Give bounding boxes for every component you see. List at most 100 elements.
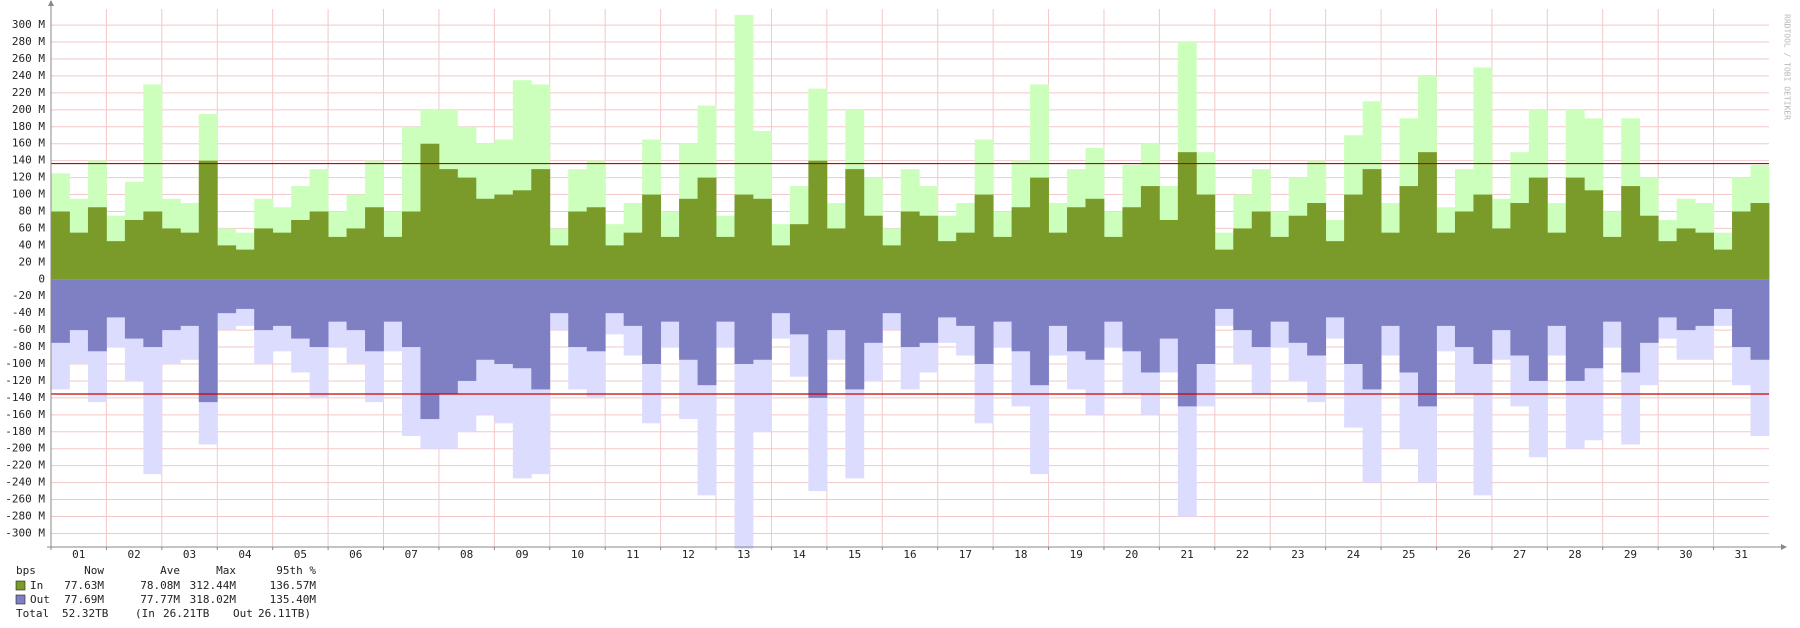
bar <box>1491 279 1511 331</box>
bar <box>993 279 1013 322</box>
y-tick-label: 220 M <box>12 86 45 99</box>
bar <box>512 190 532 280</box>
bar <box>956 232 976 280</box>
bar <box>1565 279 1585 381</box>
y-tick-label: -100 M <box>5 357 45 370</box>
y-tick-label: 180 M <box>12 120 45 133</box>
bar <box>1196 279 1216 364</box>
bar <box>1639 279 1659 343</box>
y-tick-label: 200 M <box>12 103 45 116</box>
bar <box>1381 279 1400 326</box>
bar <box>1177 279 1197 407</box>
legend-header: bps <box>16 564 36 577</box>
bar <box>623 232 643 280</box>
x-tick-label: 30 <box>1679 548 1692 561</box>
legend-swatch <box>15 594 26 605</box>
bar <box>679 198 698 280</box>
x-tick-label: 28 <box>1568 548 1581 561</box>
bar <box>660 236 680 280</box>
bar <box>1325 241 1345 280</box>
bar <box>383 279 403 322</box>
x-tick-label: 04 <box>238 548 252 561</box>
bar <box>937 279 957 318</box>
bar <box>1565 177 1585 280</box>
y-tick-label: 280 M <box>12 35 45 48</box>
x-tick-label: 07 <box>405 548 418 561</box>
bar <box>1159 219 1179 280</box>
x-tick-label: 31 <box>1735 548 1748 561</box>
bar <box>1381 232 1400 280</box>
bar <box>1658 279 1678 318</box>
bar <box>642 279 662 364</box>
bar <box>1307 279 1327 356</box>
x-tick-label: 05 <box>294 548 307 561</box>
bar <box>1602 236 1622 280</box>
bar <box>697 279 717 386</box>
legend-value: 318.02M <box>190 593 237 606</box>
bar <box>1288 215 1308 280</box>
x-tick-label: 29 <box>1624 548 1637 561</box>
bar <box>1251 211 1271 280</box>
bar <box>1030 177 1049 280</box>
bar <box>586 279 606 352</box>
bar <box>956 279 976 326</box>
legend-total: Total <box>16 607 49 620</box>
x-tick-label: 09 <box>515 548 528 561</box>
bar <box>1436 232 1456 280</box>
bar <box>1528 279 1548 381</box>
bar <box>549 279 569 314</box>
bar <box>623 279 643 326</box>
bar <box>1214 249 1234 280</box>
bar <box>1362 279 1382 390</box>
x-tick-label: 22 <box>1236 548 1249 561</box>
bar <box>217 279 237 314</box>
bar <box>328 279 347 322</box>
bar <box>1621 279 1641 373</box>
bar <box>1695 279 1714 326</box>
legend-header: Max <box>216 564 236 577</box>
bar <box>143 211 163 280</box>
bar <box>143 279 163 348</box>
bar <box>1658 241 1678 280</box>
bar <box>475 279 495 360</box>
bar <box>1177 152 1197 280</box>
bar <box>401 211 421 280</box>
bar <box>1584 279 1604 369</box>
legend-total: (In <box>135 607 155 620</box>
bar <box>882 279 902 314</box>
y-tick-label: -140 M <box>5 391 45 404</box>
bar <box>1584 190 1604 280</box>
bar <box>1159 279 1179 339</box>
y-tick-label: 40 M <box>19 238 46 251</box>
bar <box>1418 152 1437 280</box>
bar <box>1011 279 1031 352</box>
bar <box>1732 211 1751 280</box>
bar <box>272 279 292 326</box>
bar <box>438 169 458 280</box>
bar <box>457 279 477 381</box>
x-tick-label: 11 <box>626 548 639 561</box>
y-tick-label: -180 M <box>5 425 45 438</box>
bar <box>993 236 1013 280</box>
bar <box>1418 279 1437 407</box>
bar <box>1750 279 1770 360</box>
bar <box>568 211 588 280</box>
bar <box>919 215 939 280</box>
bar <box>180 279 200 326</box>
x-tick-label: 01 <box>72 548 85 561</box>
bar <box>1454 279 1474 348</box>
bar <box>1399 279 1419 373</box>
bar <box>937 241 957 280</box>
bar <box>1011 207 1031 280</box>
bar <box>974 279 994 364</box>
x-tick-label: 14 <box>793 548 807 561</box>
legend-total: 26.11TB) <box>258 607 311 620</box>
x-tick-label: 16 <box>903 548 916 561</box>
legend-value: 78.08M <box>140 579 180 592</box>
y-tick-label: 120 M <box>12 171 45 184</box>
bar <box>1436 279 1456 326</box>
x-tick-label: 27 <box>1513 548 1526 561</box>
bar <box>51 279 70 343</box>
bar <box>180 232 200 280</box>
bar <box>1676 228 1696 280</box>
